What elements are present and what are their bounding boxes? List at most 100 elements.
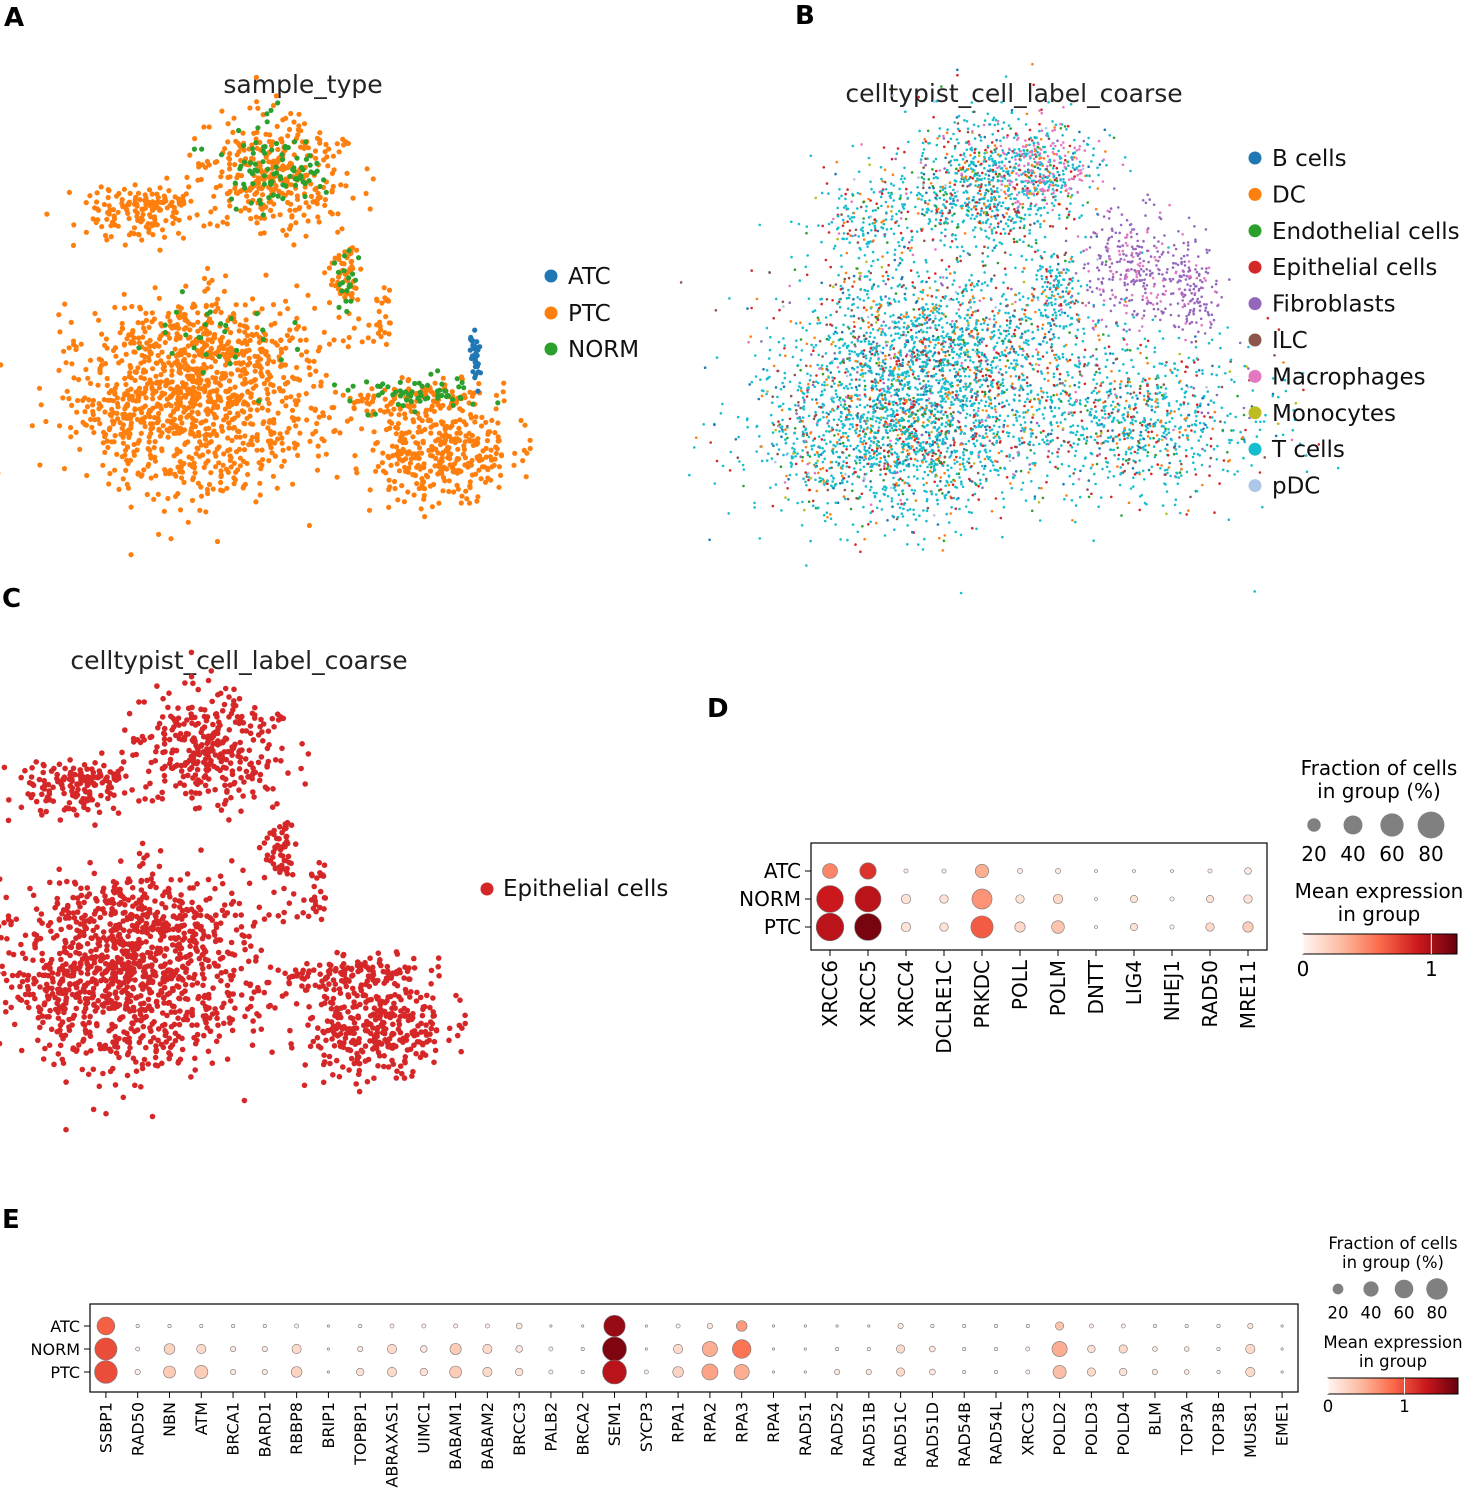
umap-point [259,462,265,468]
umap-point [934,272,937,275]
umap-point [306,204,312,210]
umap-point [980,177,983,181]
umap-point [865,205,868,208]
umap-point [299,352,305,358]
umap-point [921,288,925,292]
umap-point [383,314,389,320]
umap-point [920,229,923,232]
umap-point [1066,160,1070,163]
umap-point [119,326,126,332]
umap-point [1043,189,1047,193]
umap-point [1077,356,1080,359]
umap-point [332,260,338,266]
umap-point [1035,348,1038,351]
umap-point [1018,388,1021,392]
umap-point [996,225,1000,229]
umap-point [231,115,237,121]
umap-point [940,312,944,315]
umap-point [1006,170,1009,173]
umap-point [155,491,161,497]
umap-point [1004,222,1008,225]
umap-point [1005,212,1008,215]
umap-point [212,205,218,211]
umap-point [827,222,831,226]
umap-point [967,164,971,167]
umap-point [279,190,285,196]
umap-point [230,129,236,135]
umap-point [1020,152,1024,156]
umap-point [1047,174,1051,178]
umap-point [202,383,208,389]
umap-point [900,251,904,255]
umap-point [187,373,193,379]
umap-point [1132,315,1135,319]
umap-point [959,254,962,258]
umap-point [1012,237,1016,241]
umap-point [294,155,300,161]
umap-point [786,436,789,440]
umap-point [221,375,227,381]
umap-point [242,302,248,308]
umap-point [1057,173,1061,177]
umap-point [917,374,920,378]
umap-point [398,393,404,399]
umap-point [343,298,349,304]
umap-point [70,242,77,248]
umap-point [392,389,399,395]
umap-point [1060,186,1063,190]
umap-point [183,325,189,331]
umap-point [439,381,445,387]
umap-point [1030,171,1034,175]
umap-point [89,402,96,408]
umap-point [385,297,391,303]
umap-point [932,160,936,163]
umap-point [942,336,945,340]
umap-point [331,404,337,411]
umap-point [1024,152,1028,155]
umap-point [209,339,215,345]
umap-point [280,117,286,123]
umap-point [140,334,146,340]
umap-point [294,193,300,199]
umap-point [254,99,260,105]
umap-point [274,342,280,348]
umap-point [145,221,151,227]
umap-point [162,322,168,328]
umap-point [850,350,854,353]
umap-point [919,193,922,196]
umap-point [1028,155,1032,158]
umap-point [1021,308,1024,311]
umap-point [948,181,952,184]
umap-point [228,371,234,377]
umap-point [163,382,169,388]
umap-point [1065,227,1068,230]
umap-point [867,197,870,201]
umap-point [428,430,434,436]
umap-point [1069,202,1072,205]
umap-point [501,398,507,404]
umap-point [115,223,121,229]
umap-point [172,194,178,200]
umap-point [880,265,884,269]
umap-point [1023,235,1026,238]
umap-point [946,168,949,172]
umap-point [201,124,207,130]
umap-point [211,193,217,199]
umap-point [181,409,187,415]
umap-point [435,471,441,477]
umap-point [1059,122,1062,126]
umap-point [345,387,351,393]
umap-point [990,229,994,232]
umap-point [917,402,921,406]
umap-point [288,110,294,117]
umap-point [1006,424,1009,428]
umap-point [1062,180,1065,184]
umap-point [974,172,977,175]
umap-point [204,406,210,412]
umap-point [393,431,399,437]
umap-point [274,485,280,491]
umap-point [233,360,239,366]
umap-point [1006,359,1009,362]
umap-point [475,388,481,394]
umap-point [341,142,347,148]
